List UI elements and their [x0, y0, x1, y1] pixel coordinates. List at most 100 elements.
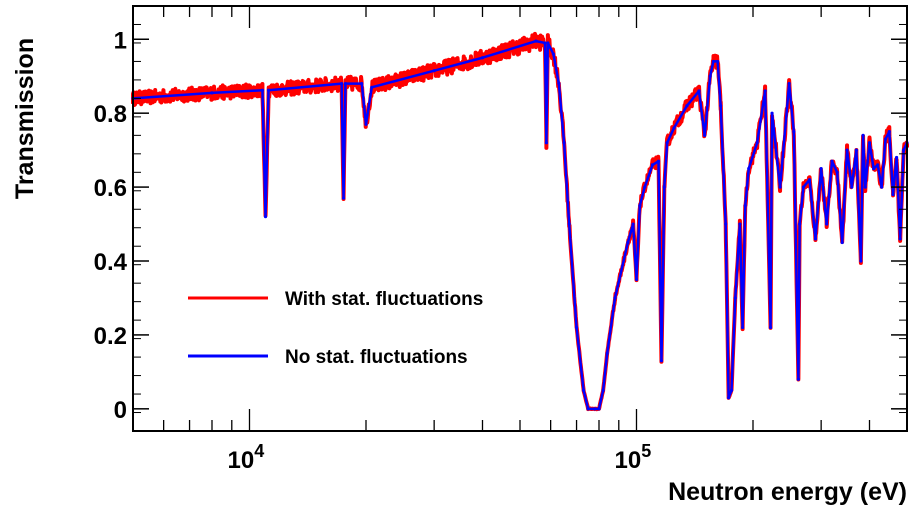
data-point [659, 359, 664, 363]
data-point [719, 104, 723, 108]
y-tick-label: 0.4 [94, 249, 128, 276]
legend-label-with-fluctuations: With stat. fluctuations [285, 289, 483, 310]
data-point [715, 59, 720, 64]
series-layer [131, 31, 909, 412]
data-point [840, 240, 844, 245]
data-point [210, 91, 214, 95]
data-point [543, 41, 547, 45]
data-point [567, 222, 571, 226]
data-point [601, 388, 605, 392]
data-point [613, 296, 617, 300]
data-point [861, 133, 865, 137]
data-point [432, 69, 436, 73]
data-point [755, 141, 759, 145]
data-point [582, 388, 586, 392]
data-point [798, 222, 802, 226]
data-point [741, 325, 745, 330]
data-point [891, 192, 895, 197]
data-point [364, 122, 368, 126]
x-tick-label: 104 [227, 441, 264, 474]
data-point [597, 407, 601, 411]
data-point [586, 407, 590, 411]
data-point [685, 104, 689, 108]
y-axis-title: Transmission [11, 38, 39, 199]
data-point [626, 240, 630, 245]
data-point [544, 141, 548, 145]
data-point [819, 167, 823, 171]
data-point [643, 185, 647, 189]
data-point [605, 351, 609, 355]
data-point [703, 133, 707, 137]
data-point [263, 215, 268, 219]
data-point [835, 170, 839, 174]
y-tick-label: 0 [114, 397, 127, 424]
data-point [534, 39, 538, 43]
data-point [546, 41, 550, 45]
data-point [562, 141, 566, 145]
data-point [665, 141, 669, 145]
data-point [551, 52, 556, 56]
data-point [733, 296, 737, 300]
data-point [898, 237, 902, 241]
data-point [845, 148, 849, 152]
data-point [887, 130, 891, 134]
data-point [770, 111, 774, 115]
data-point [370, 85, 374, 89]
y-tick-label: 0.2 [94, 323, 127, 350]
data-point [480, 56, 485, 60]
y-tick-label: 1 [114, 27, 127, 54]
data-point [895, 155, 899, 160]
x-axis-title: Neutron energy (eV) [668, 478, 907, 506]
series-no-fluctuations [131, 39, 909, 411]
data-point [830, 159, 834, 163]
data-point [738, 222, 742, 226]
data-point [876, 163, 880, 167]
data-point [763, 89, 767, 93]
data-point [863, 185, 867, 189]
legend-label-no-fluctuations: No stat. fluctuations [285, 347, 468, 368]
tick-labels: 0 0.2 0.4 0.6 0.8 1 104 105 [94, 27, 652, 474]
data-point [340, 82, 344, 86]
data-point [260, 88, 265, 92]
data-point [867, 141, 872, 145]
data-point [557, 82, 561, 86]
data-point [360, 82, 364, 86]
axis-ticks [132, 6, 908, 432]
data-point [672, 126, 676, 130]
data-point [727, 396, 731, 400]
y-tick-label: 0.8 [94, 101, 127, 128]
data-point [341, 196, 346, 200]
data-point [343, 82, 348, 86]
data-point [650, 163, 655, 167]
data-point [813, 237, 818, 241]
data-point [825, 222, 829, 226]
data-point [902, 148, 906, 152]
data-point [792, 130, 796, 134]
data-point [593, 407, 597, 411]
y-tick-label: 0.6 [94, 175, 127, 202]
data-point [697, 89, 701, 93]
data-point [711, 59, 715, 64]
data-point [880, 185, 884, 189]
data-point [768, 325, 773, 330]
data-point [801, 185, 806, 189]
data-point [724, 222, 728, 226]
data-point [850, 185, 854, 189]
data-point [266, 88, 271, 92]
data-point [729, 388, 734, 392]
data-point [662, 185, 666, 189]
data-point [631, 222, 635, 226]
data-point [708, 74, 712, 78]
data-point [778, 185, 782, 189]
data-point [872, 167, 876, 171]
data-point [747, 167, 751, 171]
data-point [807, 178, 812, 182]
data-point [574, 325, 579, 330]
data-point [796, 377, 800, 381]
data-point [787, 82, 791, 86]
legend: With stat. fluctuations No stat. fluctua… [188, 289, 483, 368]
data-point [634, 277, 639, 282]
data-point [859, 259, 863, 263]
